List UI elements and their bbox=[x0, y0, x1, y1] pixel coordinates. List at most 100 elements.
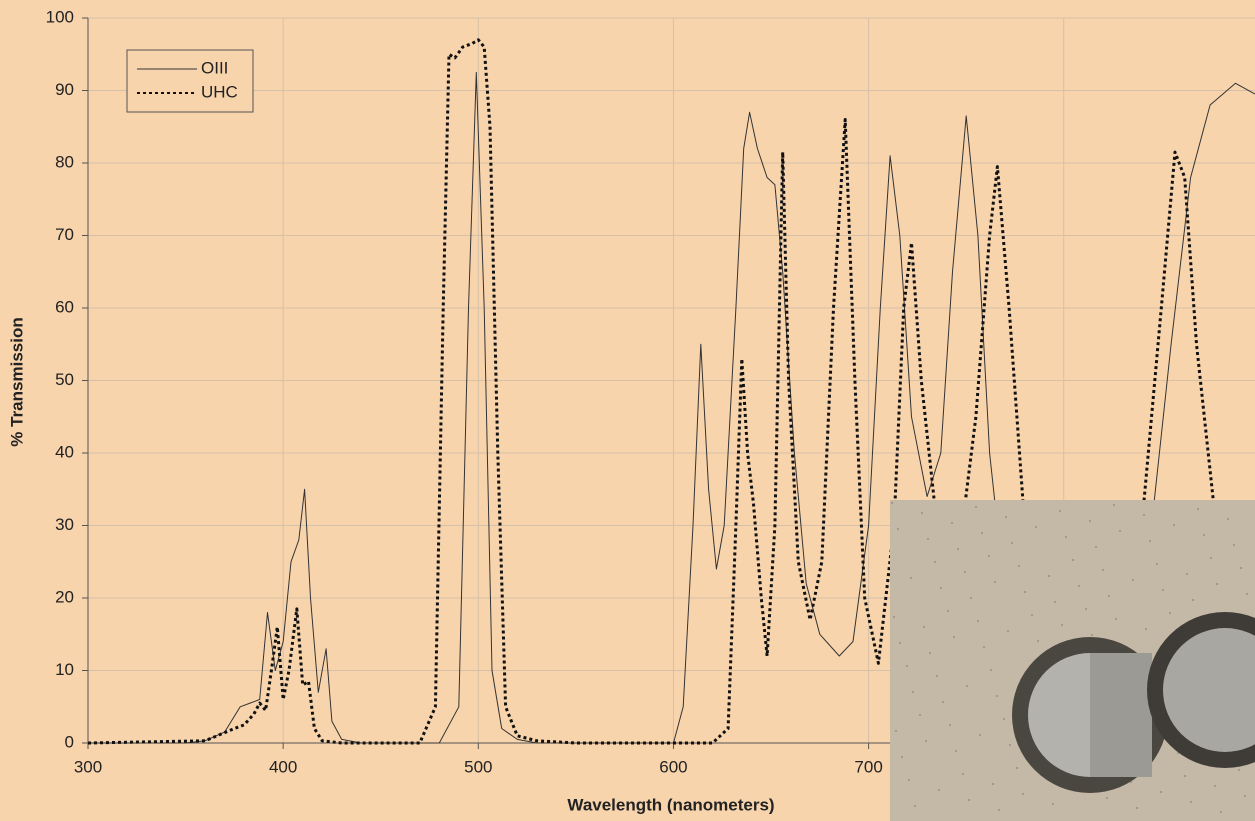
photo-speckle bbox=[1192, 599, 1194, 601]
photo-speckle bbox=[1065, 536, 1067, 538]
photo-speckle bbox=[899, 642, 901, 644]
y-tick-label: 20 bbox=[55, 587, 74, 606]
photo-speckle bbox=[1240, 567, 1242, 569]
photo-speckle bbox=[1238, 769, 1240, 771]
photo-speckle bbox=[1160, 791, 1162, 793]
photo-speckle bbox=[1246, 593, 1248, 595]
photo-speckle bbox=[955, 750, 957, 752]
legend-label: OIII bbox=[201, 58, 228, 77]
photo-speckle bbox=[996, 695, 998, 697]
photo-speckle bbox=[923, 626, 925, 628]
x-tick-label: 600 bbox=[659, 757, 687, 776]
photo-speckle bbox=[912, 691, 914, 693]
photo-speckle bbox=[975, 506, 977, 508]
photo-speckle bbox=[970, 597, 972, 599]
photo-speckle bbox=[1022, 793, 1024, 795]
photo-speckle bbox=[1011, 542, 1013, 544]
photo-speckle bbox=[891, 502, 893, 504]
photo-speckle bbox=[1186, 573, 1188, 575]
filter-glass-shade bbox=[1090, 653, 1152, 777]
photo-speckle bbox=[1214, 785, 1216, 787]
photo-speckle bbox=[919, 714, 921, 716]
photo-speckle bbox=[968, 799, 970, 801]
photo-speckle bbox=[1190, 801, 1192, 803]
series-line bbox=[88, 71, 1255, 744]
photo-speckle bbox=[988, 555, 990, 557]
photo-speckle bbox=[1072, 559, 1074, 561]
y-tick-label: 100 bbox=[46, 7, 74, 26]
photo-speckle bbox=[1048, 575, 1050, 577]
photo-speckle bbox=[1106, 797, 1108, 799]
photo-speckle bbox=[957, 548, 959, 550]
filter-glass bbox=[1163, 628, 1255, 752]
x-tick-label: 500 bbox=[464, 757, 492, 776]
photo-speckle bbox=[936, 675, 938, 677]
photo-speckle bbox=[1169, 612, 1171, 614]
inset-photo bbox=[890, 500, 1255, 821]
photo-speckle bbox=[992, 783, 994, 785]
photo-speckle bbox=[1031, 614, 1033, 616]
photo-speckle bbox=[934, 561, 936, 563]
photo-speckle bbox=[1115, 618, 1117, 620]
y-tick-label: 80 bbox=[55, 152, 74, 171]
photo-speckle bbox=[940, 587, 942, 589]
x-tick-label: 400 bbox=[269, 757, 297, 776]
photo-speckle bbox=[1052, 803, 1054, 805]
x-tick-label: 700 bbox=[854, 757, 882, 776]
legend-box bbox=[126, 49, 254, 113]
photo-speckle bbox=[1244, 795, 1246, 797]
photo-speckle bbox=[938, 789, 940, 791]
photo-speckle bbox=[1149, 540, 1151, 542]
photo-speckle bbox=[1091, 634, 1093, 636]
photo-speckle bbox=[1197, 508, 1199, 510]
photo-speckle bbox=[983, 646, 985, 648]
photo-speckle bbox=[977, 620, 979, 622]
photo-speckle bbox=[1018, 565, 1020, 567]
photo-speckle bbox=[1108, 595, 1110, 597]
legend-label: UHC bbox=[201, 82, 238, 101]
photo-speckle bbox=[1184, 775, 1186, 777]
photo-speckle bbox=[1102, 569, 1104, 571]
photo-speckle bbox=[947, 610, 949, 612]
y-tick-label: 70 bbox=[55, 225, 74, 244]
photo-speckle bbox=[1003, 718, 1005, 720]
photo-speckle bbox=[1145, 628, 1147, 630]
photo-speckle bbox=[1233, 544, 1235, 546]
photo-speckle bbox=[1227, 518, 1229, 520]
photo-speckle bbox=[1005, 516, 1007, 518]
y-tick-label: 30 bbox=[55, 515, 74, 534]
photo-speckle bbox=[1156, 563, 1158, 565]
y-tick-label: 60 bbox=[55, 297, 74, 316]
photo-speckle bbox=[1016, 767, 1018, 769]
photo-speckle bbox=[908, 779, 910, 781]
y-tick-label: 90 bbox=[55, 80, 74, 99]
photo-speckle bbox=[942, 701, 944, 703]
photo-speckle bbox=[1024, 591, 1026, 593]
x-tick-label: 300 bbox=[74, 757, 102, 776]
photo-speckle bbox=[906, 665, 908, 667]
photo-speckle bbox=[964, 571, 966, 573]
photo-speckle bbox=[897, 528, 899, 530]
x-axis-title: Wavelength (nanometers) bbox=[567, 795, 774, 814]
photo-speckle bbox=[1119, 530, 1121, 532]
photo-speckle bbox=[953, 636, 955, 638]
photo-speckle bbox=[979, 734, 981, 736]
photo-speckle bbox=[893, 616, 895, 618]
photo-speckle bbox=[1054, 601, 1056, 603]
photo-speckle bbox=[951, 522, 953, 524]
photo-speckle bbox=[990, 669, 992, 671]
photo-speckle bbox=[895, 730, 897, 732]
photo-speckle bbox=[1143, 514, 1145, 516]
photo-speckle bbox=[994, 581, 996, 583]
photo-speckle bbox=[981, 532, 983, 534]
y-axis-title: % Transmission bbox=[7, 317, 26, 446]
photo-speckle bbox=[1136, 807, 1138, 809]
photo-speckle bbox=[929, 652, 931, 654]
photo-speckle bbox=[1037, 640, 1039, 642]
photo-speckle bbox=[998, 809, 1000, 811]
photo-speckle bbox=[1009, 744, 1011, 746]
photo-speckle bbox=[1089, 520, 1091, 522]
photo-speckle bbox=[1203, 534, 1205, 536]
photo-speckle bbox=[1007, 630, 1009, 632]
